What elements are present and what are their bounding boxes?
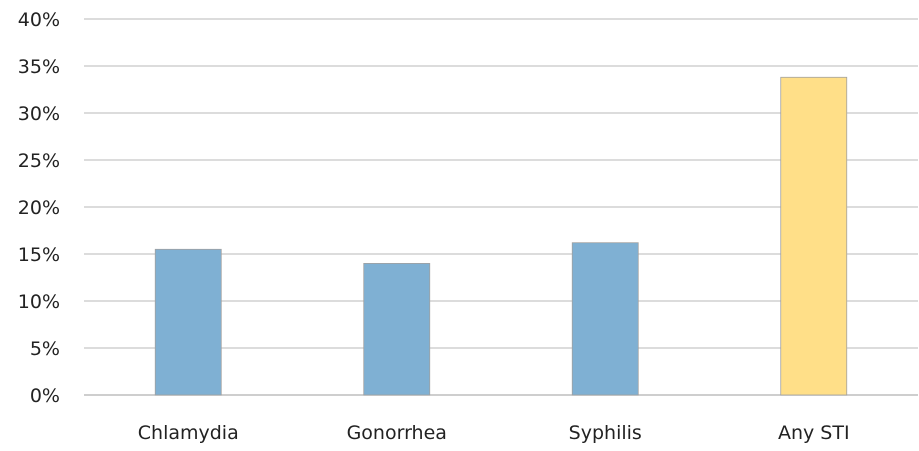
bar-any-sti xyxy=(780,76,848,396)
bar-chlamydia xyxy=(154,248,222,396)
x-category-label: Any STI xyxy=(778,422,850,444)
bars xyxy=(154,76,848,396)
y-tick-label: 0% xyxy=(30,385,60,407)
y-tick-label: 15% xyxy=(18,244,60,266)
bar-gonorrhea xyxy=(363,262,431,396)
bar-syphilis xyxy=(571,242,639,396)
y-tick-label: 5% xyxy=(30,338,60,360)
gridlines xyxy=(84,18,918,396)
y-tick-label: 20% xyxy=(18,197,60,219)
y-tick-label: 10% xyxy=(18,291,60,313)
y-axis-tick-labels: 0% 5% 10% 15% 20% 25% 30% 35% 40% xyxy=(18,9,60,407)
y-tick-label: 35% xyxy=(18,56,60,78)
y-tick-label: 30% xyxy=(18,103,60,125)
x-axis-category-labels: Chlamydia Gonorrhea Syphilis Any STI xyxy=(138,422,850,444)
y-tick-label: 25% xyxy=(18,150,60,172)
x-category-label: Syphilis xyxy=(569,422,642,444)
x-category-label: Gonorrhea xyxy=(347,422,447,444)
y-tick-label: 40% xyxy=(18,9,60,31)
x-category-label: Chlamydia xyxy=(138,422,239,444)
